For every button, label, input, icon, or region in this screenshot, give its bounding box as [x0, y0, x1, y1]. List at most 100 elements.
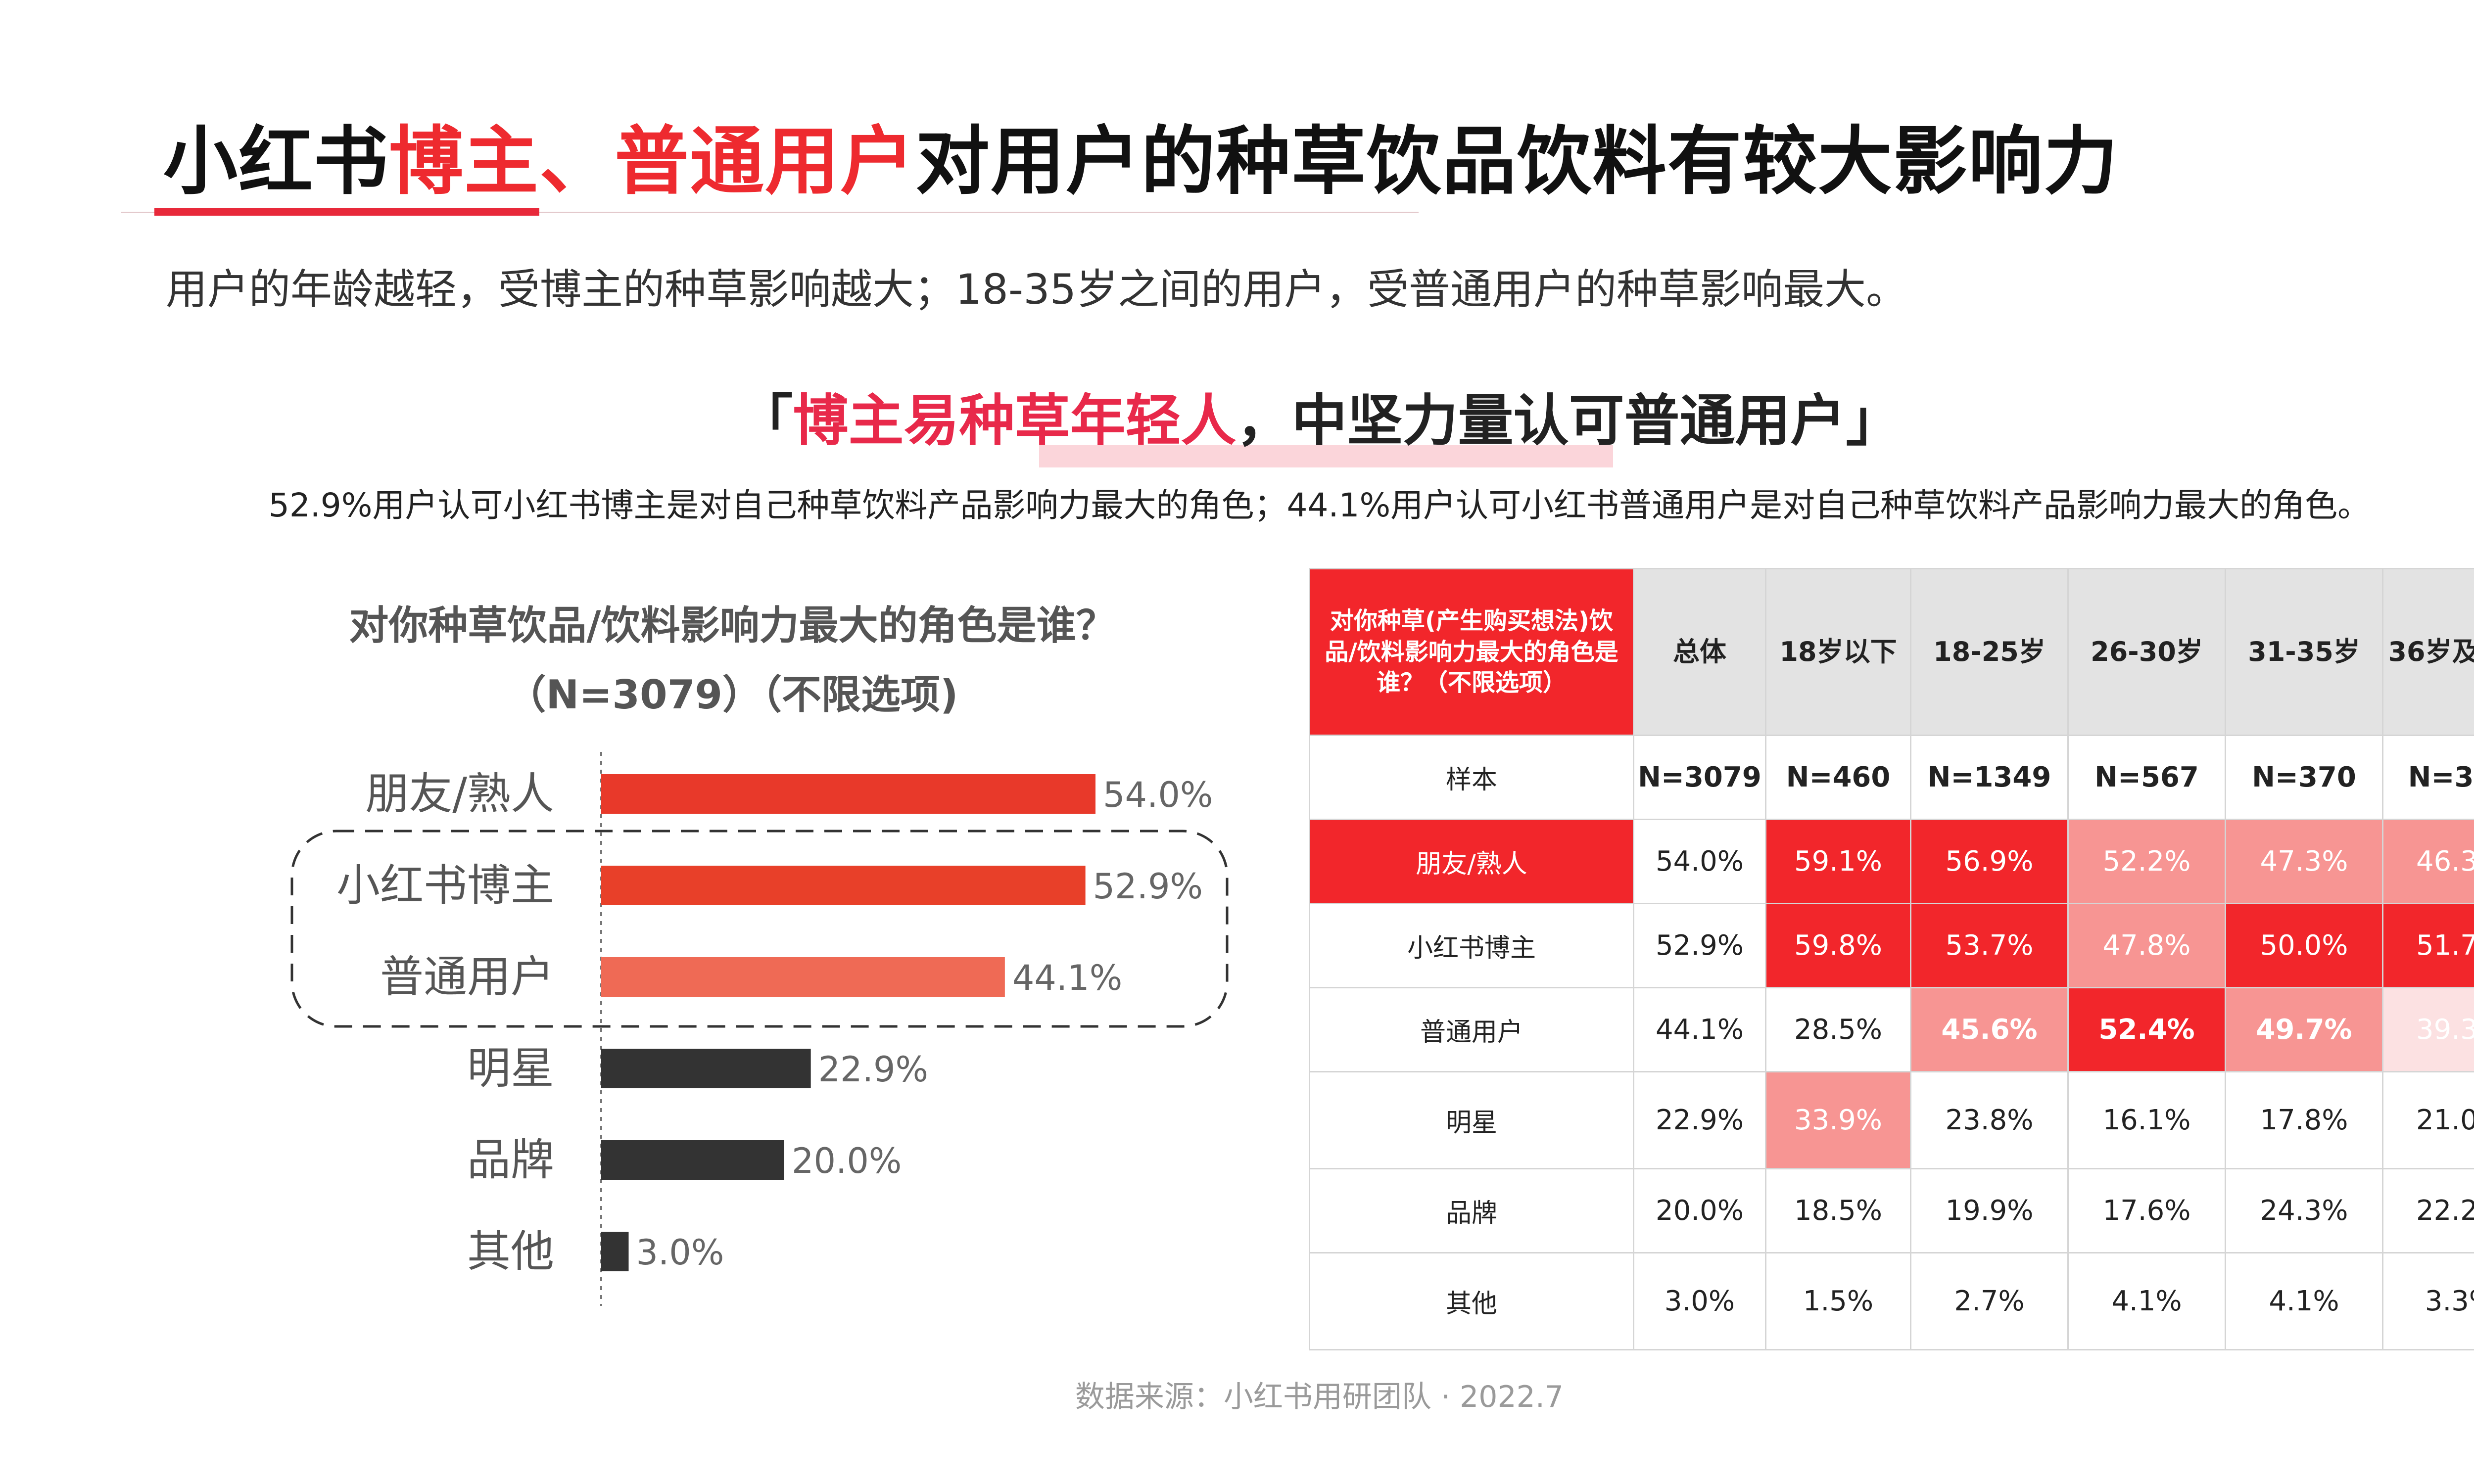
table-cell: 56.9% [1910, 819, 2069, 904]
title-accent-bar [154, 208, 539, 216]
category-label: 明星 [467, 1043, 554, 1094]
table-column-header: 18-25岁 [1910, 568, 2069, 736]
table-cell: 3.0% [1633, 1252, 1766, 1350]
bar [601, 1232, 629, 1271]
value-label: 20.0% [792, 1141, 902, 1181]
table-header-question: 对你种草(产生购买想法)饮品/饮料影响力最大的角色是谁？（不限选项） [1309, 568, 1634, 736]
title-part-1: 小红书 [163, 119, 389, 205]
table-cell: 17.8% [2225, 1071, 2383, 1169]
bar-chart: 朋友/熟人 54.0% 小红书博主 52.9% 普通用户 44.1% 明星 22.9% 品牌 20… [290, 752, 1229, 1306]
data-source: 数据来源：小红书用研团队 · 2022.7 [1075, 1380, 1564, 1414]
page-title: 小红书博主、普通用户对用户的种草饮品饮料有较大影响力 [163, 101, 2119, 209]
table-cell: 39.3% [2382, 987, 2474, 1072]
value-label: 44.1% [1012, 958, 1122, 998]
table-cell: 59.1% [1765, 819, 1911, 904]
table-cell: 4.1% [2067, 1252, 2226, 1350]
age-breakdown-table: 对你种草(产生购买想法)饮品/饮料影响力最大的角色是谁？（不限选项） 总体 18… [1309, 568, 2474, 1350]
headline-close-bracket: 」 [1846, 389, 1902, 453]
table-column-header: 31-35岁 [2225, 568, 2383, 736]
table-cell: 2.7% [1910, 1252, 2069, 1350]
title-divider [121, 212, 1419, 213]
value-label: 22.9% [818, 1049, 928, 1090]
table-cell: N=370 [2225, 735, 2383, 820]
table-cell: 53.7% [1910, 903, 2069, 988]
table-cell: 52.2% [2067, 819, 2226, 904]
page-subtitle: 用户的年龄越轻，受博主的种草影响越大；18-35岁之间的用户，受普通用户的种草影… [166, 265, 1908, 314]
table-cell: 22.9% [1633, 1071, 1766, 1169]
table-cell: 49.7% [2225, 987, 2383, 1072]
category-label: 小红书博主 [336, 860, 554, 911]
bar [601, 1140, 784, 1180]
table-cell: 44.1% [1633, 987, 1766, 1072]
table-header-row: 对你种草(产生购买想法)饮品/饮料影响力最大的角色是谁？（不限选项） 总体 18… [1309, 568, 2474, 736]
table-row-label: 普通用户 [1309, 987, 1634, 1072]
bar [601, 957, 1005, 997]
table-column-header: 36岁及以上 [2382, 568, 2474, 736]
table-cell: 47.3% [2225, 819, 2383, 904]
table-cell: 51.7% [2382, 903, 2474, 988]
table-cell: 22.2% [2382, 1168, 2474, 1253]
table-cell: N=1349 [1910, 735, 2069, 820]
table-cell: 21.0% [2382, 1071, 2474, 1169]
table-row-label: 样本 [1309, 735, 1634, 820]
table-cell: 24.3% [2225, 1168, 2383, 1253]
bar [601, 774, 1095, 814]
table-cell: 19.9% [1910, 1168, 2069, 1253]
table-column-header: 总体 [1633, 568, 1766, 736]
value-label: 3.0% [636, 1232, 724, 1273]
table-cell: 28.5% [1765, 987, 1911, 1072]
table-column-header: 26-30岁 [2067, 568, 2226, 736]
table-cell: N=460 [1765, 735, 1911, 820]
table-row-label: 朋友/熟人 [1309, 819, 1634, 904]
table-cell: 45.6% [1910, 987, 2069, 1072]
table-cell: N=567 [2067, 735, 2226, 820]
chart-subtitle: （N=3079）（不限选项) [506, 672, 958, 718]
table-row-label: 明星 [1309, 1071, 1634, 1169]
category-label: 普通用户 [380, 951, 554, 1002]
table-cell: 4.1% [2225, 1252, 2383, 1350]
table-cell: N=3079 [1633, 735, 1766, 820]
table-cell: 20.0% [1633, 1168, 1766, 1253]
table-row-label: 品牌 [1309, 1168, 1634, 1253]
table-cell: 52.9% [1633, 903, 1766, 988]
bar [601, 866, 1086, 905]
headline-red-text: 博主易种草年轻人 [793, 389, 1237, 453]
value-label: 52.9% [1093, 866, 1203, 907]
table-row-label: 小红书博主 [1309, 903, 1634, 988]
table-cell: 59.8% [1765, 903, 1911, 988]
table-cell: 18.5% [1765, 1168, 1911, 1253]
title-part-2: 对用户的种草饮品饮料有较大影响力 [915, 119, 2119, 205]
table-cell: 16.1% [2067, 1071, 2226, 1169]
table-cell: 52.4% [2067, 987, 2226, 1072]
table-cell: 23.8% [1910, 1071, 2069, 1169]
finding-note: 52.9%用户认可小红书博主是对自己种草饮料产品影响力最大的角色；44.1%用户… [268, 486, 2371, 524]
category-label: 其他 [467, 1226, 554, 1277]
table-cell: 47.8% [2067, 903, 2226, 988]
chart-title: 对你种草饮品/饮料影响力最大的角色是谁？ [349, 603, 1116, 649]
table-cell: 17.6% [2067, 1168, 2226, 1253]
table-cell: 50.0% [2225, 903, 2383, 988]
headline-black-text: ，中坚力量认可普通用户 [1236, 389, 1846, 453]
table-cell: 33.9% [1765, 1071, 1911, 1169]
table-body: 样本N=3079N=460N=1349N=567N=370N=333朋友/熟人5… [1309, 735, 2474, 1350]
table-row: 其他3.0%1.5%2.7%4.1%4.1%3.3% [1309, 1252, 2474, 1350]
value-label: 54.0% [1103, 775, 1213, 815]
table-cell: 1.5% [1765, 1252, 1911, 1350]
table-cell: 46.3% [2382, 819, 2474, 904]
category-label: 朋友/熟人 [365, 768, 554, 819]
headline-highlight-mark [1039, 445, 1613, 467]
table-cell: 3.3% [2382, 1252, 2474, 1350]
category-label: 品牌 [467, 1134, 554, 1185]
table-cell: 54.0% [1633, 819, 1766, 904]
table-cell: N=333 [2382, 735, 2474, 820]
table-row-label: 其他 [1309, 1252, 1634, 1350]
headline-open-bracket: 「 [737, 389, 793, 453]
bar [601, 1049, 811, 1088]
table-column-header: 18岁以下 [1765, 568, 1911, 736]
